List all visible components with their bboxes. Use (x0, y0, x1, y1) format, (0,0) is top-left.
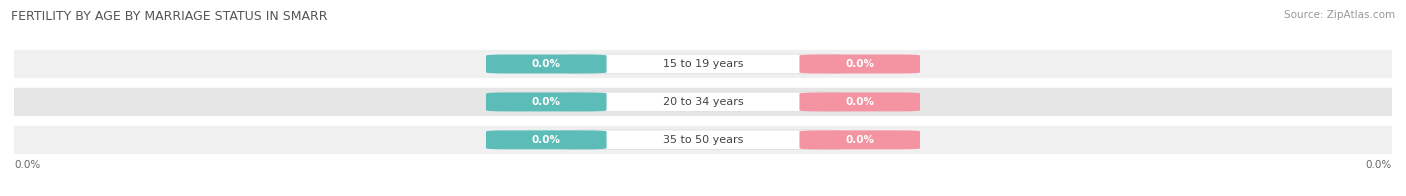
FancyBboxPatch shape (800, 54, 920, 74)
Text: 0.0%: 0.0% (531, 97, 561, 107)
FancyBboxPatch shape (800, 130, 920, 149)
Text: 0.0%: 0.0% (531, 135, 561, 145)
Text: 0.0%: 0.0% (531, 59, 561, 69)
Text: 0.0%: 0.0% (1365, 160, 1392, 170)
FancyBboxPatch shape (486, 130, 606, 149)
FancyBboxPatch shape (0, 87, 1406, 117)
FancyBboxPatch shape (0, 49, 1406, 79)
FancyBboxPatch shape (0, 125, 1406, 155)
Text: 35 to 50 years: 35 to 50 years (662, 135, 744, 145)
Text: 20 to 34 years: 20 to 34 years (662, 97, 744, 107)
Text: FERTILITY BY AGE BY MARRIAGE STATUS IN SMARR: FERTILITY BY AGE BY MARRIAGE STATUS IN S… (11, 10, 328, 23)
FancyBboxPatch shape (565, 130, 841, 150)
FancyBboxPatch shape (565, 54, 841, 74)
FancyBboxPatch shape (565, 92, 841, 112)
FancyBboxPatch shape (486, 93, 606, 111)
Text: Source: ZipAtlas.com: Source: ZipAtlas.com (1284, 10, 1395, 20)
Text: 0.0%: 0.0% (845, 135, 875, 145)
FancyBboxPatch shape (486, 54, 606, 74)
Text: 15 to 19 years: 15 to 19 years (662, 59, 744, 69)
FancyBboxPatch shape (800, 93, 920, 111)
Text: 0.0%: 0.0% (845, 59, 875, 69)
Text: 0.0%: 0.0% (845, 97, 875, 107)
Text: 0.0%: 0.0% (14, 160, 41, 170)
